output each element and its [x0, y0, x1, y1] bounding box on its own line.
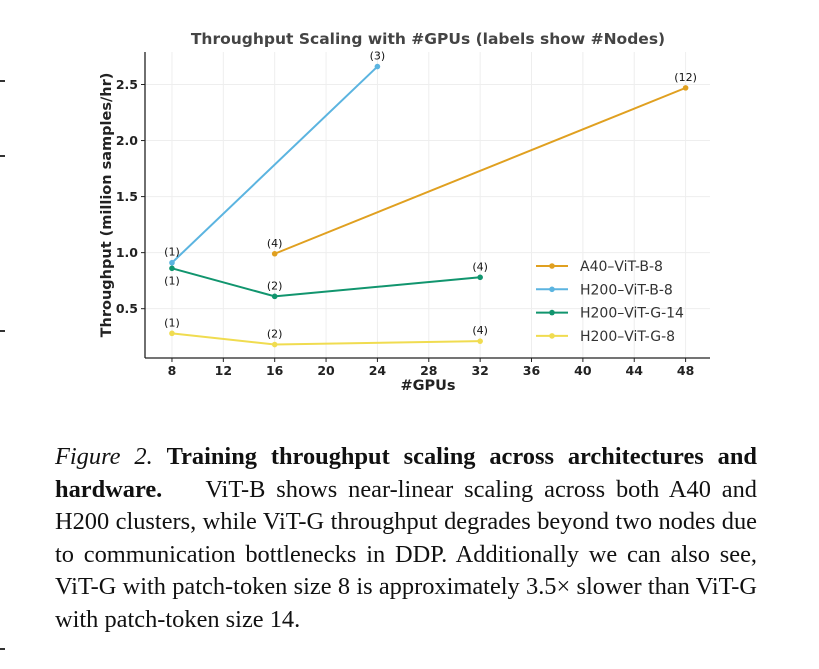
grid — [145, 52, 710, 358]
data-point — [682, 85, 689, 91]
y-tick-label: 1.5 — [116, 189, 138, 204]
data-label: (2) — [267, 328, 283, 341]
data-label: (3) — [370, 50, 386, 63]
y-axis-label: Throughput (million samples/hr) — [99, 73, 115, 338]
legend-marker — [549, 263, 555, 269]
axes: 8 12 16 20 24 28 32 36 40 44 48 0.5 1.0 1.5 2.0 2.5 — [116, 52, 710, 378]
throughput-chart: 8 12 16 20 24 28 32 36 40 44 48 0.5 1.0 1.5 2.0 2.5 (4)… — [99, 30, 710, 394]
x-tick-label: 12 — [215, 363, 232, 378]
y-tick-label: 2.0 — [116, 133, 138, 148]
data-label: (4) — [267, 237, 283, 250]
chart-title: Throughput Scaling with #GPUs (labels sh… — [191, 30, 665, 48]
x-tick-label: 40 — [574, 363, 592, 378]
y-tick-label: 1.0 — [116, 245, 138, 260]
margin-mark — [0, 330, 5, 332]
legend-marker — [549, 309, 555, 316]
series-lines: (4) (12) (1) (3) (1) (2) (4) (1) (2) (4) — [164, 50, 697, 348]
legend-marker — [549, 286, 555, 293]
data-point — [271, 293, 278, 300]
x-tick-label: 16 — [266, 363, 284, 378]
figure-label: Figure 2. — [55, 443, 153, 470]
legend-label: H200–ViT-B-8 — [580, 282, 673, 298]
data-label: (1) — [164, 274, 180, 287]
legend: A40–ViT-B-8 H200–ViT-B-8 H200–ViT-G-14 H200… — [536, 259, 684, 345]
x-tick-label: 8 — [168, 363, 177, 378]
data-point — [169, 330, 175, 337]
legend-label: H200–ViT-G-14 — [580, 306, 684, 322]
x-tick-label: 32 — [471, 363, 488, 378]
data-label: (4) — [472, 260, 488, 273]
x-tick-label: 36 — [523, 363, 541, 378]
caption-title: Training throughput scaling across archi… — [55, 443, 757, 503]
data-point — [477, 338, 483, 344]
caption-body: ViT-B shows near-linear scaling across b… — [55, 475, 757, 633]
data-point — [271, 341, 278, 348]
x-tick-label: 48 — [677, 363, 694, 378]
data-point — [477, 274, 483, 281]
figure-caption: Figure 2. Training throughput scaling ac… — [55, 441, 757, 637]
data-point — [374, 63, 381, 70]
data-label: (2) — [267, 279, 283, 292]
data-label: (12) — [674, 71, 697, 84]
x-axis-label: #GPUs — [400, 378, 455, 394]
data-point — [271, 250, 278, 257]
legend-marker — [549, 333, 555, 339]
margin-mark — [0, 648, 5, 650]
data-point — [169, 259, 175, 266]
x-tick-label: 24 — [369, 363, 387, 378]
y-tick-label: 0.5 — [116, 301, 138, 316]
data-label: (1) — [164, 316, 180, 329]
margin-mark — [0, 155, 5, 157]
data-point — [169, 265, 175, 272]
x-tick-label: 28 — [420, 363, 437, 378]
x-tick-label: 20 — [317, 363, 335, 378]
margin-mark — [0, 80, 5, 82]
data-label: (1) — [164, 246, 180, 259]
legend-label: H200–ViT-G-8 — [580, 329, 675, 345]
x-tick-label: 44 — [626, 363, 644, 378]
series-line — [274, 86, 686, 255]
series-line — [171, 65, 379, 264]
y-tick-label: 2.5 — [116, 77, 138, 92]
legend-label: A40–ViT-B-8 — [580, 259, 663, 275]
data-label: (4) — [472, 324, 488, 337]
